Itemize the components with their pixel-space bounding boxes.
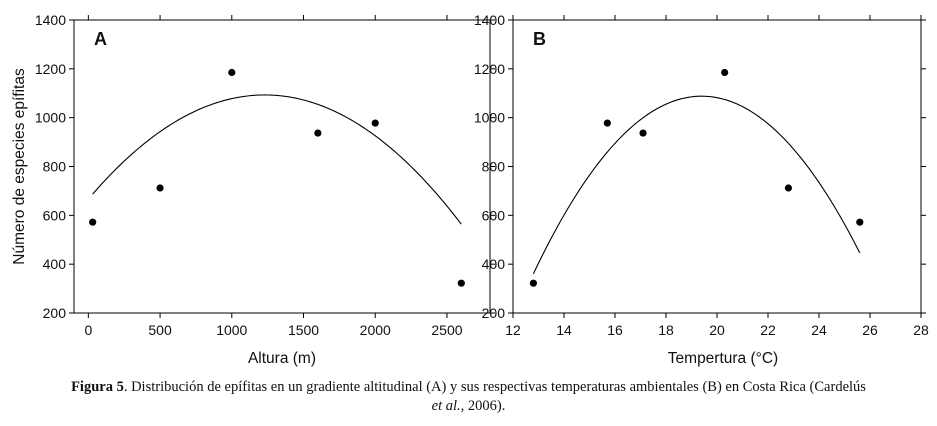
x-tick-label-b: 20 xyxy=(709,322,725,338)
x-tick-label-b: 22 xyxy=(760,322,776,338)
y-axis-label-a: Número de especies epífitas xyxy=(11,68,28,265)
figure-caption: Figura 5. Distribución de epífitas en un… xyxy=(0,378,937,416)
data-point-b xyxy=(856,218,864,226)
x-tick-label-a: 1500 xyxy=(288,322,319,338)
caption-text: . Distribución de epífitas en un gradien… xyxy=(123,379,866,395)
y-tick-label-a: 200 xyxy=(43,305,67,321)
x-tick-label-a: 2000 xyxy=(360,322,391,338)
x-tick-label-b: 14 xyxy=(556,322,572,338)
panel-label-a: A xyxy=(94,29,107,49)
data-point-b xyxy=(721,68,729,77)
data-point-a xyxy=(457,279,465,287)
y-tick-label-b: 1200 xyxy=(474,61,505,77)
y-tick-label-a: 1000 xyxy=(35,110,66,126)
y-tick-label-b: 1400 xyxy=(474,12,505,28)
x-tick-label-b: 24 xyxy=(811,322,827,338)
x-tick-label-a: 2500 xyxy=(431,322,462,338)
y-tick-label-b: 1000 xyxy=(474,110,505,126)
data-point-b xyxy=(603,119,611,127)
plot-frame-b xyxy=(512,19,922,314)
fit-curve-b xyxy=(532,95,861,275)
y-tick-label-a: 800 xyxy=(43,159,67,175)
x-tick-label-b: 18 xyxy=(658,322,674,338)
y-tick-label-b: 200 xyxy=(482,305,506,321)
x-tick-label-a: 500 xyxy=(148,322,172,338)
y-tick-label-a: 600 xyxy=(43,207,67,223)
panel-label-b: B xyxy=(533,29,546,49)
x-tick-label-a: 0 xyxy=(84,322,92,338)
data-point-a xyxy=(314,129,322,137)
panel-b: 200 400 600 800 1000 1200 1400 12 14 16 18 20 22 24 26… xyxy=(474,12,929,367)
fit-curve-a xyxy=(92,94,462,225)
x-tick-label-b: 26 xyxy=(862,322,878,338)
x-axis-label-b: Tempertura (°C) xyxy=(668,350,778,367)
data-point-a xyxy=(371,119,379,127)
data-point-a xyxy=(228,68,236,77)
x-tick-label-b: 12 xyxy=(505,322,521,338)
caption-label: Figura 5 xyxy=(71,379,124,395)
plot-frame-a xyxy=(73,19,491,314)
caption-tail: , 2006). xyxy=(460,398,506,414)
y-tick-label-a: 1400 xyxy=(35,12,66,28)
data-point-b xyxy=(639,129,647,137)
data-point-a xyxy=(89,218,97,226)
x-axis-label-a: Altura (m) xyxy=(248,350,316,367)
y-tick-label-b: 600 xyxy=(482,207,506,223)
x-tick-label-a: 1000 xyxy=(216,322,247,338)
y-tick-label-a: 400 xyxy=(43,256,67,272)
y-tick-label-a: 1200 xyxy=(35,61,66,77)
x-tick-label-b: 28 xyxy=(913,322,929,338)
y-tick-label-b: 400 xyxy=(482,256,506,272)
data-point-b xyxy=(784,184,793,192)
data-point-a xyxy=(156,184,164,192)
x-tick-label-b: 16 xyxy=(607,322,623,338)
caption-authors: et al. xyxy=(431,398,461,414)
y-tick-label-b: 800 xyxy=(482,159,506,175)
data-point-b xyxy=(529,279,538,287)
panel-a: 200 400 600 800 1000 1200 1400 0 500 1000 1500 2000… xyxy=(11,12,495,367)
